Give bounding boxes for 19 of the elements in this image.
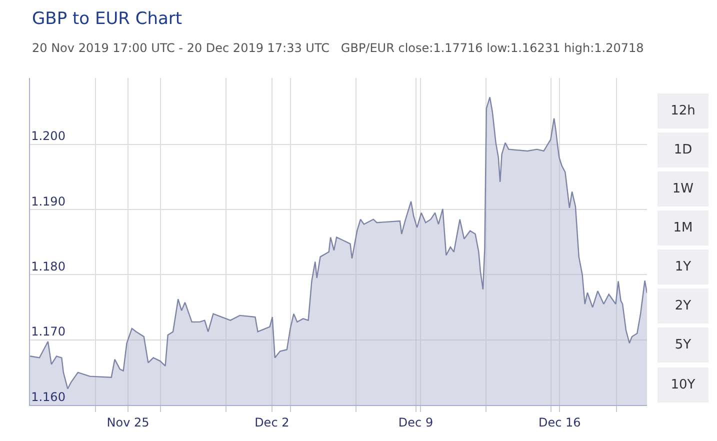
text: 1D [674, 142, 692, 158]
x-tick-label: Dec 16 [538, 415, 581, 430]
chart-title: GBP to EUR Chart [32, 9, 182, 29]
x-tick-label: Dec 2 [254, 415, 290, 430]
y-tick-label: 1.160 [31, 390, 66, 404]
text: 2Y [674, 298, 692, 314]
x-tick-label: Dec 9 [398, 415, 434, 430]
text: 1W [672, 182, 694, 196]
y-tick-label: 1.170 [31, 324, 66, 339]
text: 1Y [674, 260, 692, 274]
text: 1M [673, 220, 693, 236]
chart-subtitle: 20 Nov 2019 17:00 UTC - 20 Dec 2019 17:33 UTC GBP/EUR close:1.17716 low:1.16231 high:1.20718 [32, 41, 644, 55]
text: 10Y [670, 378, 696, 392]
text: 5Y [674, 338, 692, 352]
y-tick-label: 1.200 [31, 129, 66, 144]
y-tick-label: 1.180 [31, 260, 66, 274]
text: 12h [670, 104, 696, 118]
y-tick-label: 1.190 [31, 194, 66, 208]
x-tick-label: Nov 25 [106, 415, 150, 430]
